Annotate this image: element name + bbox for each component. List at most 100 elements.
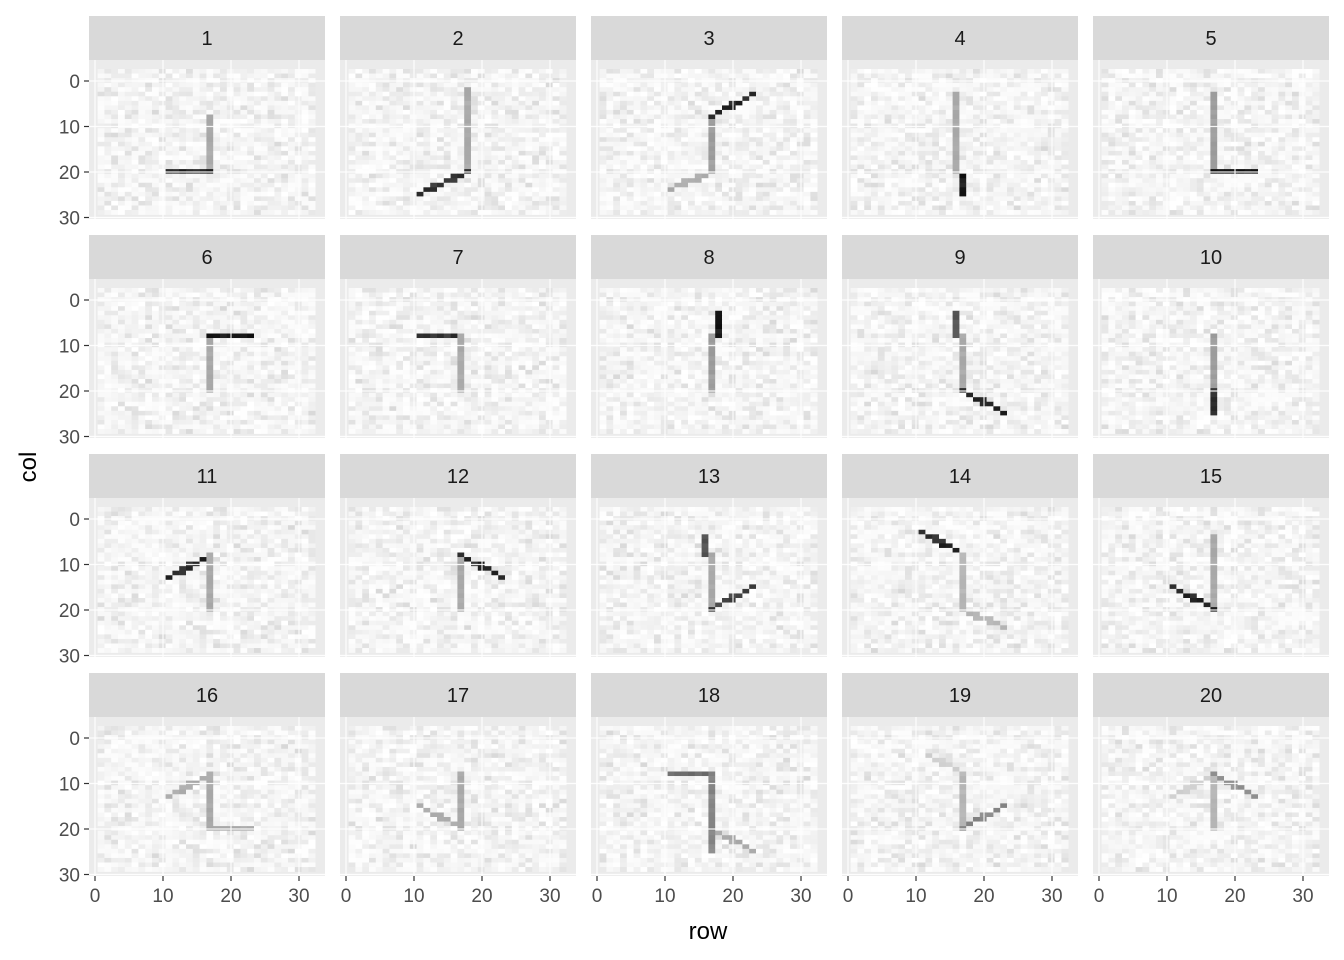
heatmap-cell [674,165,681,170]
heatmap-cell [905,151,912,156]
heatmap-cell [1183,87,1190,92]
heatmap-cell [281,192,288,197]
heatmap-cell [715,146,722,151]
heatmap-cell [240,96,247,101]
heatmap-cell [519,133,526,138]
heatmap-cell [613,96,620,101]
heatmap-cell [1278,137,1285,142]
heatmap-cell [790,105,797,110]
heatmap-cell [268,137,275,142]
heatmap-cell [179,133,186,138]
heatmap-cell [939,146,946,151]
heatmap-cell [240,83,247,88]
heatmap-cell [1278,128,1285,133]
heatmap-cell [606,165,613,170]
heatmap-cell [804,101,811,106]
heatmap-cell [261,206,268,211]
heatmap-cell [308,160,315,165]
heatmap-cell [1176,142,1183,147]
heatmap-cell [539,119,546,124]
heatmap-cell [1251,165,1258,170]
heatmap-cell [742,96,749,101]
heatmap-cell [1027,83,1034,88]
heatmap-cell [166,92,173,97]
heatmap-cell [702,160,709,165]
heatmap-cell [898,187,905,192]
heatmap-cell [559,174,566,179]
heatmap-cell [647,87,654,92]
heatmap-cell [1238,87,1245,92]
heatmap-cell [640,142,647,147]
heatmap-cell [993,69,1000,74]
heatmap-cell [308,74,315,79]
heatmap-cell [620,178,627,183]
heatmap-cell [1061,165,1068,170]
heatmap-cell [1129,146,1136,151]
heatmap-cell [295,146,302,151]
heatmap-cell [193,178,200,183]
heatmap-cell [389,192,396,197]
heatmap-cell [268,92,275,97]
heatmap-cell [1055,69,1062,74]
heatmap-cell [281,201,288,206]
heatmap-cell [790,92,797,97]
heatmap-cell [152,210,159,215]
heatmap-cell [376,137,383,142]
heatmap-cell [295,178,302,183]
heatmap-cell [1306,96,1313,101]
heatmap-cell [763,151,770,156]
heatmap-cell [553,210,560,215]
heatmap-cell [553,128,560,133]
heatmap-cell [783,210,790,215]
heatmap-cell [1312,74,1319,79]
heatmap-cell [973,110,980,115]
heatmap-cell [1299,92,1306,97]
heatmap-cell [1149,119,1156,124]
heatmap-cell [546,142,553,147]
heatmap-cell [247,96,254,101]
heatmap-cell [471,151,478,156]
heatmap-cell [152,119,159,124]
heatmap-cell [742,74,749,79]
heatmap-cell [620,105,627,110]
heatmap-cell [1210,105,1217,110]
heatmap-cell [1014,196,1021,201]
heatmap-cell [654,87,661,92]
heatmap-cell [383,196,390,201]
heatmap-cell [1000,74,1007,79]
heatmap-cell [369,137,376,142]
heatmap-cell [1204,178,1211,183]
heatmap-cell [797,174,804,179]
heatmap-cell [478,146,485,151]
heatmap-cell [1061,133,1068,138]
heatmap-cell [1278,151,1285,156]
heatmap-cell [1285,105,1292,110]
heatmap-cell [261,101,268,106]
heatmap-cell [457,133,464,138]
heatmap-cell [444,196,451,201]
heatmap-cell [247,105,254,110]
heatmap-cell [1217,165,1224,170]
heatmap-cell [1210,151,1217,156]
heatmap-cell [871,155,878,160]
heatmap-cell [559,128,566,133]
heatmap-cell [200,105,207,110]
heatmap-cell [145,178,152,183]
heatmap-cell [993,110,1000,115]
heatmap-cell [1061,115,1068,120]
heatmap-cell [376,206,383,211]
heatmap-cell [729,192,736,197]
heatmap-cell [302,115,309,120]
heatmap-cell [1021,160,1028,165]
heatmap-cell [1183,83,1190,88]
heatmap-cell [471,201,478,206]
heatmap-cell [1156,119,1163,124]
heatmap-cell [742,101,749,106]
heatmap-cell [640,119,647,124]
heatmap-cell [464,133,471,138]
heatmap-cell [1312,178,1319,183]
heatmap-cell [525,115,532,120]
heatmap-cell [600,69,607,74]
heatmap-cell [1265,110,1272,115]
heatmap-cell [742,110,749,115]
